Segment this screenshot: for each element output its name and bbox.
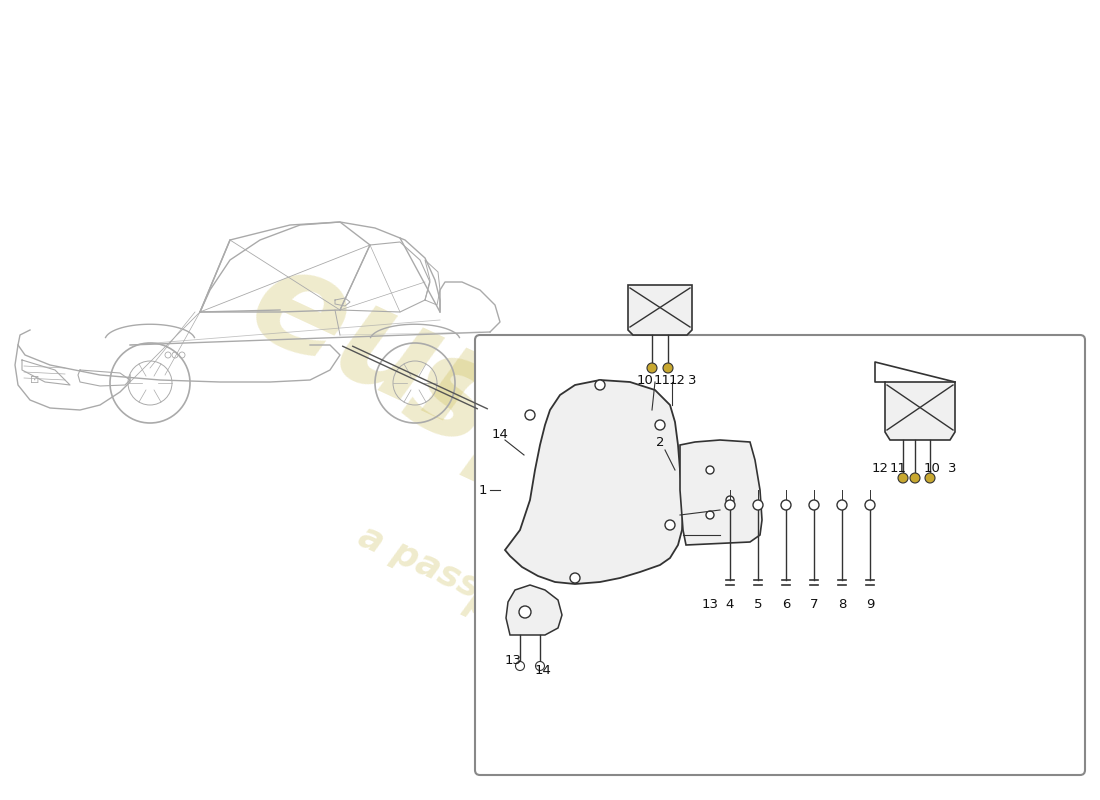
Text: 10: 10 [637, 374, 653, 386]
Circle shape [666, 520, 675, 530]
Circle shape [516, 662, 525, 670]
Polygon shape [505, 380, 683, 584]
Text: 5: 5 [754, 598, 762, 611]
Text: euro: euro [230, 234, 610, 506]
Text: 6: 6 [782, 598, 790, 611]
Circle shape [925, 473, 935, 483]
Circle shape [647, 363, 657, 373]
Text: 7: 7 [810, 598, 818, 611]
Text: 3: 3 [688, 374, 696, 386]
Polygon shape [506, 585, 562, 635]
Circle shape [865, 500, 874, 510]
Text: 14: 14 [535, 663, 551, 677]
Text: 4: 4 [726, 598, 734, 611]
Circle shape [726, 496, 734, 504]
FancyBboxPatch shape [475, 335, 1085, 775]
Circle shape [837, 500, 847, 510]
Circle shape [536, 662, 544, 670]
Text: 3: 3 [948, 462, 956, 474]
Text: ⊡: ⊡ [31, 375, 40, 385]
Text: a passion for: a passion for [353, 518, 607, 662]
Circle shape [663, 363, 673, 373]
Circle shape [595, 380, 605, 390]
Circle shape [706, 466, 714, 474]
Polygon shape [628, 285, 692, 335]
Circle shape [754, 500, 763, 510]
Text: 13: 13 [505, 654, 521, 666]
Circle shape [808, 500, 820, 510]
Text: 2: 2 [656, 437, 664, 450]
Text: 11: 11 [653, 374, 671, 386]
Text: 1: 1 [478, 483, 487, 497]
Text: 12: 12 [669, 374, 685, 386]
Circle shape [654, 420, 666, 430]
Text: 12: 12 [871, 462, 889, 474]
Circle shape [898, 473, 907, 483]
Text: 13: 13 [702, 598, 718, 611]
Polygon shape [680, 440, 762, 545]
Text: 8: 8 [838, 598, 846, 611]
Circle shape [781, 500, 791, 510]
Text: 14: 14 [492, 429, 508, 442]
Polygon shape [886, 382, 955, 440]
Circle shape [725, 500, 735, 510]
Circle shape [525, 410, 535, 420]
Circle shape [519, 606, 531, 618]
Circle shape [706, 511, 714, 519]
Text: 9: 9 [866, 598, 874, 611]
Circle shape [570, 573, 580, 583]
Text: spares: spares [385, 318, 915, 662]
Text: parts since 1985: parts since 1985 [460, 583, 780, 757]
Circle shape [910, 473, 920, 483]
Text: 11: 11 [890, 462, 906, 474]
Text: 10: 10 [924, 462, 940, 474]
